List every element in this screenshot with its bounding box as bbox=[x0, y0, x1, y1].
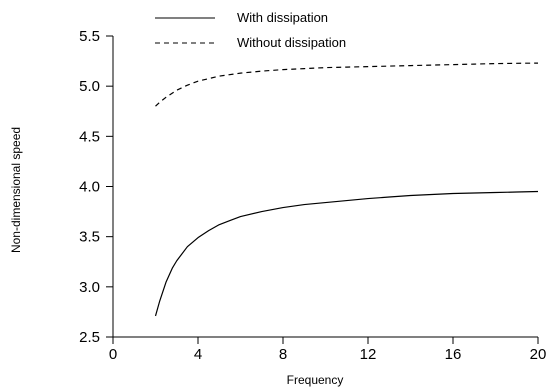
x-tick-label: 4 bbox=[194, 346, 202, 363]
legend-label-with-dissipation: With dissipation bbox=[237, 10, 328, 25]
x-tick-label: 16 bbox=[445, 346, 462, 363]
y-ticks: 2.5 3.0 3.5 4.0 4.5 5.0 5.5 bbox=[79, 28, 113, 346]
series-line-with-dissipation bbox=[154, 190, 539, 317]
x-axis-label: Frequency bbox=[287, 373, 344, 387]
legend-label-without-dissipation: Without dissipation bbox=[237, 35, 346, 50]
y-axis-label: Non-dimensional speed bbox=[9, 127, 23, 253]
y-tick-label: 4.5 bbox=[79, 128, 100, 145]
y-tick-label: 2.5 bbox=[79, 329, 100, 346]
x-tick-label: 20 bbox=[530, 346, 547, 363]
x-tick-label: 0 bbox=[109, 346, 117, 363]
y-tick-label: 4.0 bbox=[79, 179, 100, 196]
y-tick-label: 5.5 bbox=[79, 28, 100, 45]
y-tick-label: 3.5 bbox=[79, 229, 100, 246]
x-tick-label: 8 bbox=[279, 346, 287, 363]
series-layer bbox=[154, 62, 539, 317]
series-line-without-dissipation bbox=[155, 62, 539, 107]
legend: With dissipation Without dissipation bbox=[155, 10, 346, 50]
x-tick-label: 12 bbox=[360, 346, 377, 363]
y-tick-label: 3.0 bbox=[79, 279, 100, 296]
x-ticks: 0 4 8 12 16 20 bbox=[109, 337, 547, 363]
y-tick-label: 5.0 bbox=[79, 78, 100, 95]
